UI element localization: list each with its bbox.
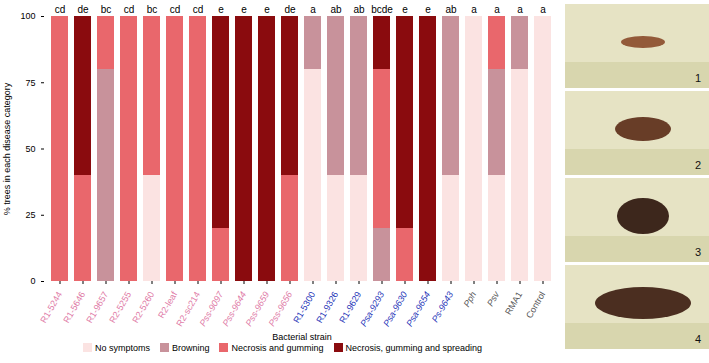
svg-text:Psa-9654: Psa-9654	[404, 290, 432, 328]
svg-text:a: a	[471, 4, 477, 15]
svg-text:R2-5255: R2-5255	[107, 289, 134, 325]
html-text:Browning: Browning	[171, 343, 210, 353]
svg-text:25: 25	[25, 210, 35, 220]
svg-text:% trees in each disease catego: % trees in each disease category	[2, 82, 12, 215]
svg-text:cd: cd	[170, 4, 181, 15]
svg-text:Psa-9630: Psa-9630	[381, 289, 410, 329]
svg-text:ab: ab	[353, 4, 365, 15]
svg-text:ab: ab	[330, 4, 342, 15]
svg-text:R1-9629: R1-9629	[337, 289, 364, 325]
svg-text:R1-9326: R1-9326	[314, 289, 341, 325]
svg-text:Pss-9659: Pss-9659	[243, 289, 272, 328]
svg-text:R1-5244: R1-5244	[38, 289, 65, 325]
svg-text:50: 50	[25, 144, 35, 154]
svg-text:Psv: Psv	[485, 290, 501, 308]
svg-text:bc: bc	[101, 4, 112, 15]
svg-text:Pss-9644: Pss-9644	[220, 289, 249, 328]
svg-text:Bacterial strain: Bacterial strain	[272, 332, 332, 342]
svg-text:R1-5646: R1-5646	[61, 289, 88, 325]
svg-text:2: 2	[695, 159, 701, 171]
html-text:Necrosis, gumming and spreadin: Necrosis, gumming and spreading	[345, 343, 483, 353]
svg-text:Psa-9293: Psa-9293	[358, 289, 387, 329]
svg-text:R2-5260: R2-5260	[130, 290, 156, 325]
svg-text:1: 1	[695, 72, 701, 84]
svg-text:100: 100	[20, 11, 35, 21]
svg-text:Pss-9656: Pss-9656	[267, 290, 295, 328]
svg-text:R2-sc214: R2-sc214	[174, 289, 203, 329]
svg-text:ab: ab	[445, 4, 457, 15]
svg-text:0: 0	[30, 276, 35, 286]
svg-text:a: a	[494, 4, 500, 15]
svg-text:a: a	[310, 4, 316, 15]
svg-text:de: de	[284, 4, 296, 15]
svg-text:cd: cd	[55, 4, 66, 15]
svg-text:R1-9657: R1-9657	[84, 289, 111, 325]
svg-text:Control: Control	[524, 290, 547, 320]
svg-text:cd: cd	[124, 4, 135, 15]
svg-text:Ps-9643: Ps-9643	[430, 290, 455, 324]
svg-text:3: 3	[695, 246, 701, 258]
svg-text:a: a	[540, 4, 546, 15]
svg-text:cd: cd	[193, 4, 204, 15]
svg-text:4: 4	[695, 333, 701, 345]
svg-text:bc: bc	[147, 4, 158, 15]
svg-text:Pss-9097: Pss-9097	[197, 289, 226, 328]
svg-text:e: e	[218, 4, 224, 15]
svg-text:e: e	[402, 4, 408, 15]
svg-text:de: de	[77, 4, 89, 15]
svg-text:RMA1: RMA1	[503, 290, 524, 317]
svg-text:R2-leaf: R2-leaf	[156, 290, 179, 321]
svg-text:e: e	[241, 4, 247, 15]
svg-text:e: e	[264, 4, 270, 15]
html-text:Necrosis and gumming: Necrosis and gumming	[231, 343, 324, 353]
svg-text:Pph: Pph	[462, 290, 479, 309]
svg-text:bcde: bcde	[371, 4, 393, 15]
html-text:No symptoms: No symptoms	[94, 343, 150, 353]
svg-text:a: a	[517, 4, 523, 15]
svg-text:e: e	[425, 4, 431, 15]
svg-text:R1-5300: R1-5300	[291, 289, 318, 325]
svg-text:75: 75	[25, 78, 35, 88]
